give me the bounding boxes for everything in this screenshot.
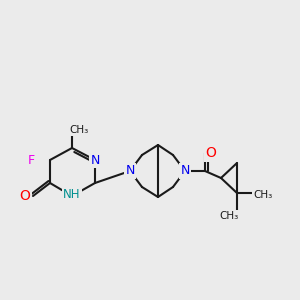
Text: O: O (20, 189, 30, 203)
Text: N: N (125, 164, 135, 178)
Text: CH₃: CH₃ (219, 211, 238, 221)
Text: CH₃: CH₃ (69, 125, 88, 135)
Text: O: O (206, 146, 216, 160)
Text: F: F (27, 154, 34, 166)
Text: NH: NH (63, 188, 81, 202)
Text: N: N (180, 164, 190, 178)
Text: CH₃: CH₃ (254, 190, 273, 200)
Text: N: N (90, 154, 100, 166)
